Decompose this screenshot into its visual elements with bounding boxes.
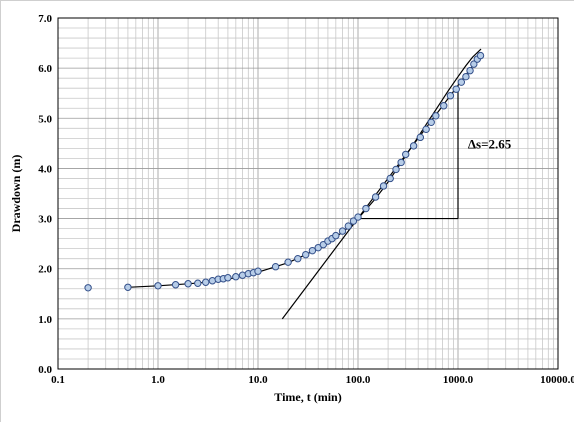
data-point — [344, 222, 353, 230]
data-point — [124, 283, 132, 291]
data-point — [184, 280, 192, 288]
data-point — [422, 125, 430, 134]
data-point — [432, 112, 440, 120]
delta-s-annotation: Δs=2.65 — [468, 136, 512, 151]
data-point — [332, 231, 340, 240]
y-tick-label: 3.0 — [38, 214, 52, 226]
y-tick-label: 1.0 — [38, 314, 52, 326]
data-point — [254, 267, 262, 275]
data-point — [232, 273, 240, 281]
data-point — [416, 133, 425, 142]
data-point — [224, 274, 232, 282]
data-point — [338, 227, 347, 235]
data-point — [470, 60, 478, 68]
data-point — [171, 281, 180, 289]
data-point — [457, 78, 466, 86]
x-tick-labels: 0.1 1.0 10.0 100.0 1000.0 10000.0 — [51, 374, 574, 386]
data-point — [371, 193, 380, 201]
y-tick-label: 7.0 — [38, 13, 52, 25]
page-divider-left — [0, 0, 1, 422]
data-point — [202, 278, 210, 286]
data-point — [154, 282, 162, 290]
data-point — [294, 254, 302, 263]
data-point — [194, 279, 202, 287]
data-point — [466, 66, 474, 75]
page-divider-top — [0, 0, 574, 1]
data-point — [397, 158, 405, 167]
x-tick-label: 10.0 — [248, 374, 268, 386]
data-point — [440, 102, 448, 110]
data-point — [409, 142, 418, 150]
data-point — [349, 217, 358, 225]
data-point — [452, 85, 460, 93]
data-point — [476, 51, 485, 60]
data-point — [446, 92, 455, 100]
y-tick-label: 2.0 — [38, 264, 52, 276]
y-tick-label: 5.0 — [38, 113, 52, 125]
x-axis-label: Time, t (min) — [274, 390, 341, 404]
data-point — [386, 174, 394, 183]
data-point — [354, 213, 362, 221]
data-point — [284, 258, 292, 266]
data-point — [302, 250, 310, 259]
plot-border — [57, 17, 559, 370]
data-point — [308, 246, 317, 255]
data-point — [362, 204, 370, 213]
y-tick-label: 6.0 — [38, 63, 52, 75]
grid — [57, 17, 558, 370]
data-points — [84, 51, 485, 292]
data-point — [379, 182, 388, 190]
x-tick-label: 10000.0 — [540, 374, 574, 386]
data-point — [271, 263, 280, 271]
x-tick-label: 1.0 — [151, 374, 165, 386]
data-point — [402, 150, 410, 159]
y-axis-label: Drawdown (m) — [9, 155, 23, 233]
data-point — [392, 165, 400, 174]
data-point — [462, 72, 470, 81]
y-tick-label: 4.0 — [38, 163, 52, 175]
x-tick-label: 0.1 — [51, 374, 65, 386]
x-tick-label: 1000.0 — [443, 374, 474, 386]
y-tick-label: 0.0 — [38, 364, 52, 376]
data-point — [84, 284, 92, 292]
data-point — [427, 118, 435, 126]
y-tick-labels: 0.0 1.0 2.0 3.0 4.0 5.0 6.0 7.0 — [38, 13, 52, 376]
x-tick-label: 100.0 — [346, 374, 371, 386]
